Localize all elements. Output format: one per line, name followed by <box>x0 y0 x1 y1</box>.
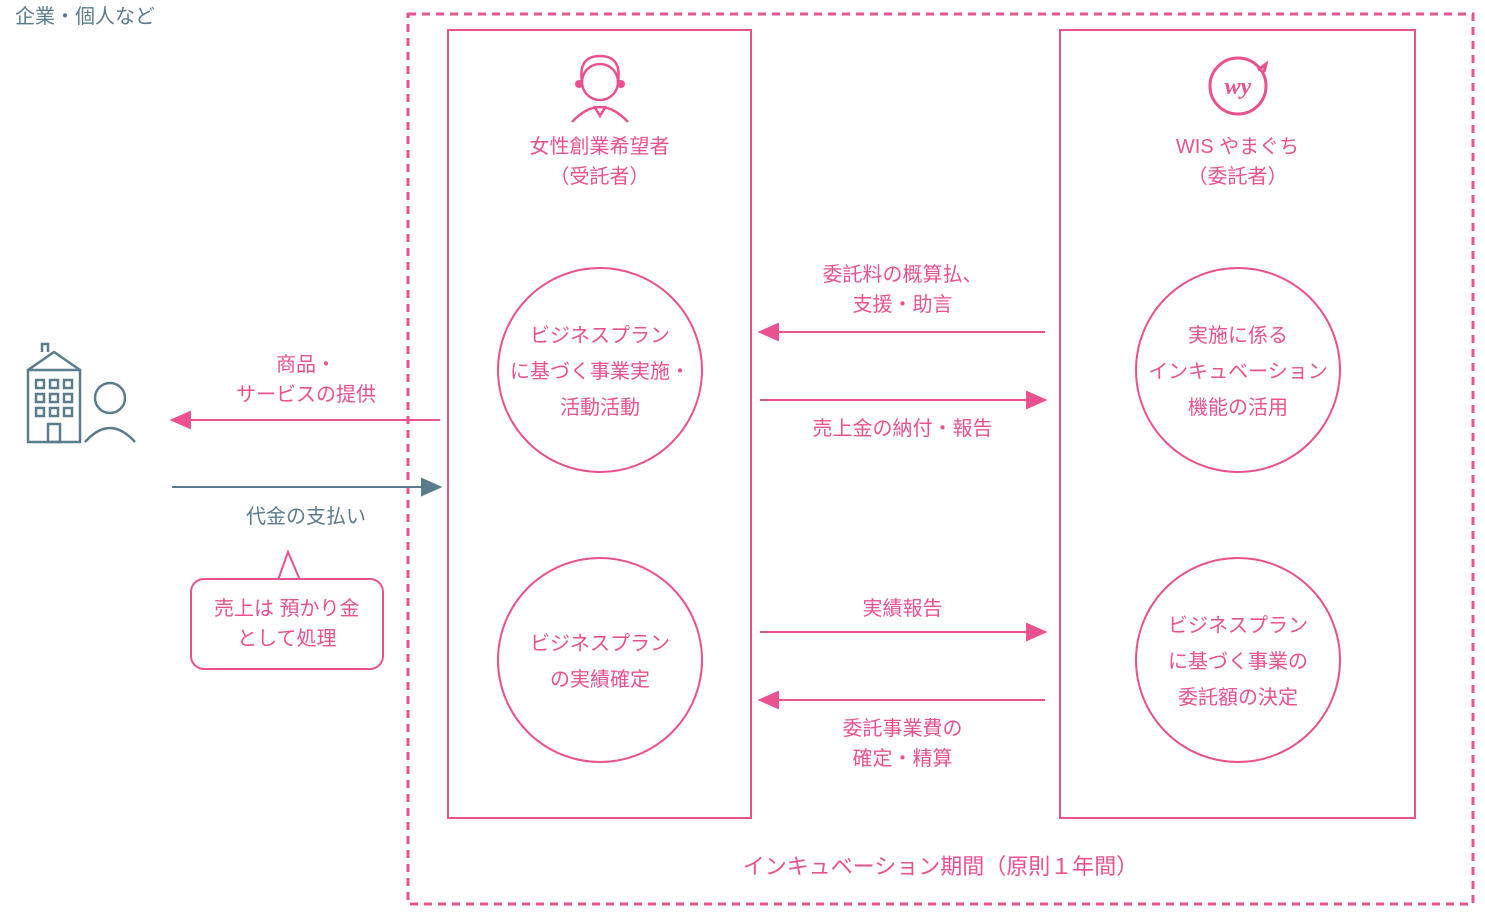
arrow-mid-top <box>760 324 1045 340</box>
arrow-low-top <box>760 624 1045 640</box>
left-circle1-text: ビジネスプラン に基づく事業実施・ 活動活動 <box>498 318 702 426</box>
left-actor-title-l1: 女性創業希望者 <box>530 136 670 158</box>
left-circle2-text: ビジネスプラン の実績確定 <box>498 626 702 698</box>
arrow-ext-bottom-label: 代金の支払い <box>172 500 440 529</box>
arrow-low-bottom-label: 委託事業費の 確定・精算 <box>760 714 1045 774</box>
arrow-low-top-label: 実績報告 <box>760 594 1045 624</box>
footer-label: インキュベーション期間（原則１年間） <box>408 850 1473 883</box>
person-icon <box>85 383 135 442</box>
right-circle2-text: ビジネスプラン に基づく事業の 委託額の決定 <box>1136 608 1340 716</box>
right-circle1-text: 実施に係る インキュベーション 機能の活用 <box>1136 318 1340 426</box>
left-actor-title-l2: （受託者） <box>550 166 650 188</box>
woman-icon <box>572 56 628 122</box>
right-actor-title-l1: WIS やまぐち <box>1176 136 1299 158</box>
speech-bubble: 売上は 預かり金 として処理 <box>190 578 384 670</box>
left-actor-title: 女性創業希望者 （受託者） <box>448 132 751 192</box>
arrow-mid-bottom-label: 売上金の納付・報告 <box>760 414 1045 444</box>
arrow-ext-top-label: 商品・ サービスの提供 <box>172 350 440 410</box>
wy-logo-icon: wy <box>1210 58 1266 114</box>
bubble-tail <box>278 552 300 580</box>
arrow-ext-bottom <box>172 479 440 495</box>
arrow-low-bottom <box>760 692 1045 708</box>
arrow-mid-top-label: 委託料の概算払、 支援・助言 <box>760 260 1045 320</box>
right-actor-title: WIS やまぐち （委託者） <box>1060 132 1415 192</box>
svg-text:wy: wy <box>1225 74 1252 100</box>
arrow-ext-top <box>172 412 440 428</box>
right-actor-title-l2: （委託者） <box>1188 166 1288 188</box>
building-icon <box>28 344 80 442</box>
external-label: 企業・個人など <box>0 0 170 29</box>
arrow-mid-bottom <box>760 392 1045 408</box>
